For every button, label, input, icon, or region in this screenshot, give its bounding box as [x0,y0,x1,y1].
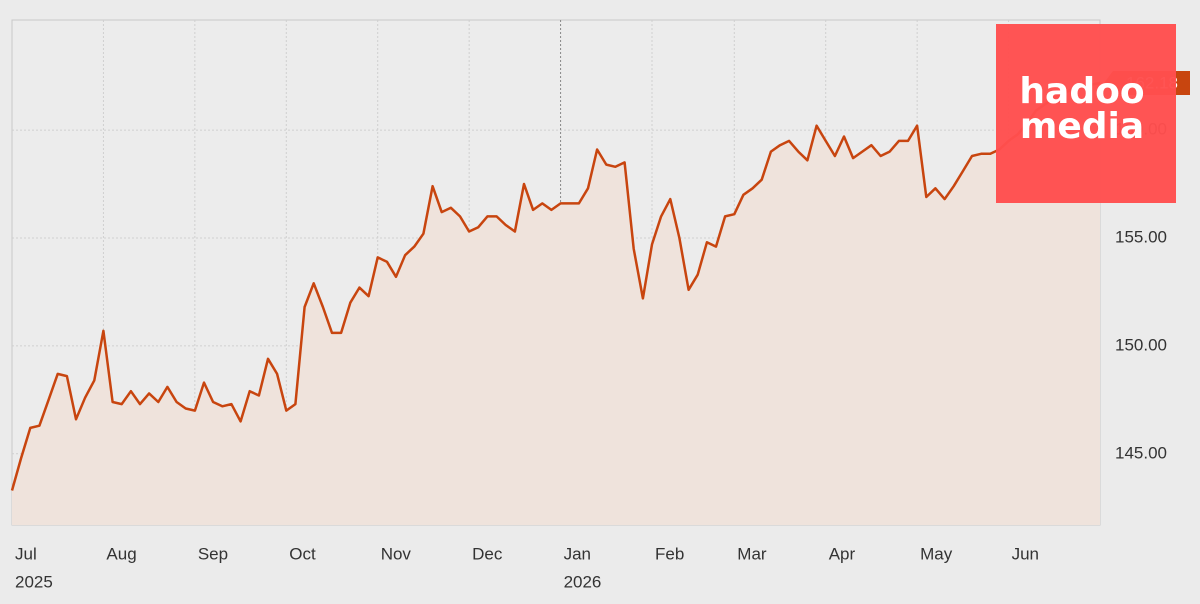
x-tick-label: Sep [198,544,228,563]
area-fill [12,83,1100,525]
x-tick-label: Jun [1012,544,1039,563]
y-tick-label: 145.00 [1115,443,1167,462]
x-tick-label: Jan [564,544,591,563]
x-tick-label: Aug [106,544,136,563]
x-tick-label: Dec [472,544,503,563]
x-tick-label: Mar [737,544,767,563]
watermark-box [996,24,1176,203]
year-label: 2025 [15,572,53,591]
price-line [10,81,1101,491]
watermark-text: hadoo [1019,71,1144,112]
year-label: 2026 [564,572,602,591]
x-tick-label: Oct [289,544,316,563]
x-tick-label: Jul [15,544,37,563]
x-tick-label: Apr [829,544,856,563]
x-tick-label: May [920,544,953,563]
watermark-text: media [1020,106,1144,147]
y-tick-label: 155.00 [1115,227,1167,246]
x-tick-label: Nov [381,544,412,563]
x-tick-label: Feb [655,544,684,563]
y-tick-label: 150.00 [1115,335,1167,354]
